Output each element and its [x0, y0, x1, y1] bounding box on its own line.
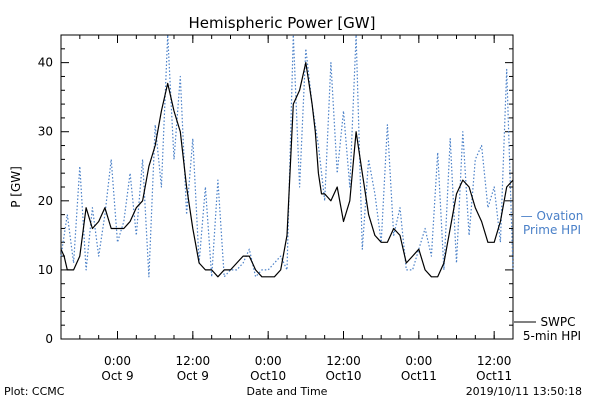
footer-x-axis-title: Date and Time: [247, 385, 328, 398]
x-tick-date-label: Oct11: [476, 369, 512, 383]
legend-swpc-line1: SWPC: [540, 315, 575, 329]
legend-ovation-line1: — Ovation: [521, 209, 584, 223]
plot-frame: [60, 34, 514, 340]
x-tick-date-label: Oct11: [401, 369, 437, 383]
y-tick-label: 0: [45, 332, 53, 346]
y-tick-label: 30: [38, 125, 53, 139]
footer-plot-credit: Plot: CCMC: [4, 385, 65, 398]
x-tick-time-label: 12:00: [176, 354, 211, 368]
legend-swpc-line2: 5-min HPI: [523, 329, 581, 343]
chart-title: Hemispheric Power [GW]: [189, 14, 376, 32]
x-tick-date-label: Oct 9: [177, 369, 209, 383]
x-tick-time-label: 12:00: [326, 354, 361, 368]
footer-timestamp: 2019/10/11 13:50:18: [466, 385, 582, 398]
x-tick-time-label: 0:00: [104, 354, 131, 368]
legend-ovation-line2: Prime HPI: [523, 223, 581, 237]
y-axis-label: P [GW]: [9, 166, 23, 208]
x-tick-time-label: 0:00: [405, 354, 432, 368]
x-tick-date-label: Oct10: [325, 369, 361, 383]
x-tick-date-label: Oct10: [250, 369, 286, 383]
x-tick-date-label: Oct 9: [101, 369, 133, 383]
y-axis: 0 10 20 30 40: [38, 48, 513, 346]
series-layer: [60, 34, 514, 278]
ovation-prime-series-line: [60, 34, 514, 278]
y-tick-label: 20: [38, 194, 53, 208]
x-tick-time-label: 0:00: [255, 354, 282, 368]
y-tick-label: 40: [38, 56, 53, 70]
x-tick-time-label: 12:00: [477, 354, 512, 368]
swpc-series-line: [60, 61, 514, 278]
y-tick-label: 10: [38, 263, 53, 277]
